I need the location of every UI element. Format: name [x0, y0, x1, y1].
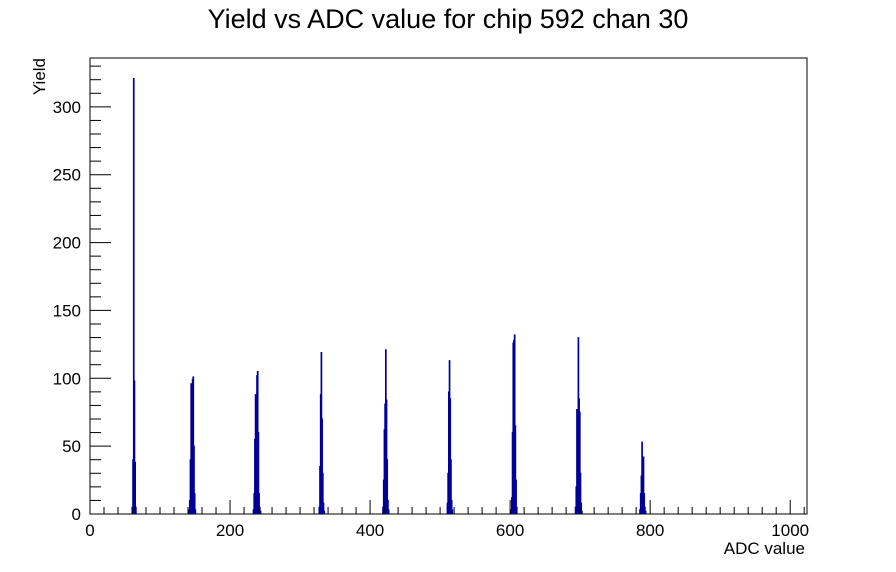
- histogram-bin: [514, 425, 517, 514]
- x-tick-label: 1000: [771, 521, 809, 540]
- x-tick-label: 200: [216, 521, 244, 540]
- histogram-bin: [194, 509, 197, 514]
- histogram-bin: [581, 510, 583, 514]
- histogram-bin: [644, 506, 646, 514]
- histogram-bars: [131, 77, 647, 514]
- histogram-bin: [385, 399, 388, 514]
- y-tick-label: 150: [53, 301, 81, 320]
- histogram-bin: [642, 456, 645, 514]
- histogram-bin: [134, 461, 137, 514]
- histogram-bin: [386, 459, 389, 514]
- y-axis: 0 50 100 150 200 250 300: [53, 65, 111, 524]
- x-tick-label: 0: [85, 521, 94, 540]
- histogram-bin: [579, 472, 582, 514]
- y-tick-label: 100: [53, 369, 81, 388]
- histogram-bin: [513, 334, 516, 514]
- histogram-bin: [451, 509, 454, 514]
- histogram-bin: [133, 380, 136, 514]
- histogram-bin: [322, 502, 325, 514]
- histogram-bin: [257, 432, 260, 514]
- histogram-bin: [450, 459, 452, 514]
- histogram-bin: [258, 493, 260, 514]
- histogram-bin: [515, 506, 518, 514]
- histogram-bin: [450, 499, 453, 514]
- histogram-bin: [132, 77, 135, 514]
- histogram-bin: [387, 509, 390, 514]
- y-tick-label: 0: [72, 505, 81, 524]
- histogram-bin: [192, 376, 195, 514]
- histogram-bin: [449, 398, 452, 514]
- histogram-bin: [643, 493, 646, 514]
- x-axis: 0 200 400 600 800 1000: [85, 500, 809, 540]
- histogram-bin: [258, 506, 261, 514]
- histogram-bin: [321, 418, 323, 514]
- histogram-bin: [193, 493, 196, 514]
- y-axis-label: Yield: [30, 58, 49, 95]
- y-tick-label: 300: [53, 98, 81, 117]
- histogram-bin: [644, 510, 647, 514]
- histogram-bin: [259, 510, 262, 514]
- y-tick-label: 50: [62, 437, 81, 456]
- x-tick-label: 800: [636, 521, 664, 540]
- x-tick-label: 600: [496, 521, 524, 540]
- histogram-bin: [578, 411, 581, 514]
- histogram-bin: [387, 499, 389, 514]
- histogram-bin: [135, 506, 137, 514]
- x-axis-label: ADC value: [724, 539, 805, 558]
- histogram-bin: [515, 479, 517, 514]
- histogram-bin: [323, 510, 326, 514]
- histogram-bin: [321, 472, 324, 514]
- x-tick-label: 400: [356, 521, 384, 540]
- chart-title: Yield vs ADC value for chip 592 chan 30: [208, 4, 689, 34]
- y-tick-label: 200: [53, 234, 81, 253]
- histogram-bin: [580, 502, 583, 514]
- histogram-bin: [193, 445, 195, 514]
- y-tick-label: 250: [53, 166, 81, 185]
